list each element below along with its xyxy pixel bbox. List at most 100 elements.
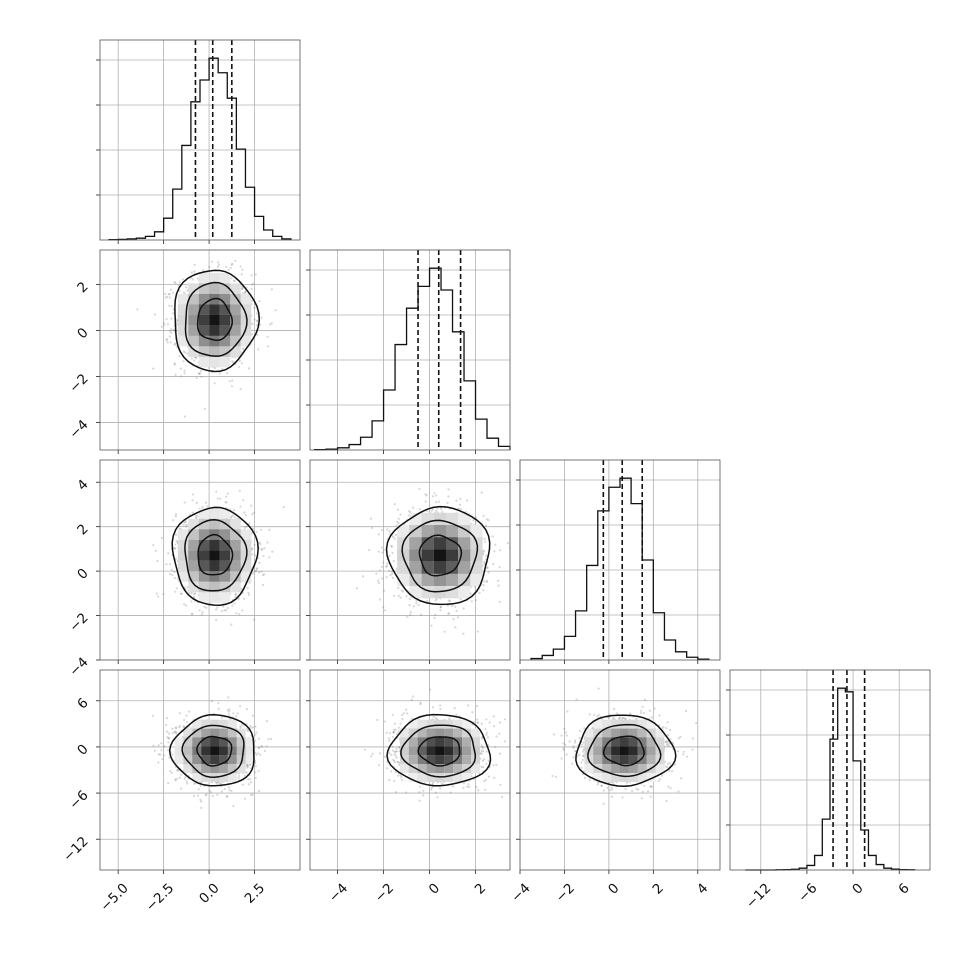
density-cell — [198, 325, 210, 336]
scatter-point — [384, 609, 387, 612]
scatter-panel-1-2: −4−202 — [66, 249, 301, 454]
scatter-point — [174, 513, 178, 516]
panel-frame — [309, 459, 511, 661]
scatter-point — [205, 606, 208, 609]
scatter-point — [397, 522, 400, 525]
scatter-point — [230, 623, 233, 626]
density-cell — [209, 346, 220, 357]
scatter-point — [215, 618, 218, 622]
scatter-point — [185, 604, 188, 607]
scatter-point — [448, 599, 452, 603]
scatter-point — [221, 367, 224, 371]
density-cell — [240, 335, 252, 347]
density-cell — [219, 304, 231, 315]
scatter-point — [430, 624, 433, 627]
density-cell — [219, 325, 231, 336]
scatter-point — [446, 501, 449, 504]
scatter-point — [219, 497, 222, 500]
density-cell — [188, 335, 199, 347]
scatter-point — [185, 286, 188, 289]
scatter-point — [240, 362, 244, 365]
scatter-point — [171, 291, 175, 294]
scatter-point — [232, 361, 235, 364]
scatter-point — [194, 592, 197, 595]
scatter-point — [174, 590, 177, 593]
density-cell — [188, 304, 199, 315]
scatter-point — [377, 579, 380, 582]
scatter-point — [228, 380, 231, 383]
density-cell — [446, 561, 459, 574]
scatter-point — [156, 559, 159, 563]
density-cell — [188, 314, 199, 326]
density-cell — [446, 573, 459, 587]
scatter-point — [237, 365, 241, 368]
scatter-point — [375, 572, 378, 575]
scatter-point — [408, 510, 411, 513]
density-cell — [240, 304, 252, 315]
scatter-point — [228, 717, 231, 721]
scatter-point — [269, 323, 272, 326]
scatter-point — [175, 540, 178, 543]
scatter-point — [439, 609, 442, 612]
scatter-point — [263, 573, 266, 576]
density-cell — [433, 525, 446, 538]
scatter-point — [238, 359, 241, 362]
scatter-point — [178, 355, 181, 358]
scatter-point — [409, 613, 412, 616]
density-cell — [458, 512, 471, 525]
scatter-point — [242, 348, 245, 351]
scatter-point — [196, 277, 199, 280]
scatter-point — [174, 547, 177, 550]
scatter-point — [391, 551, 394, 555]
scatter-point — [184, 520, 187, 523]
scatter-point — [180, 592, 183, 595]
scatter-point — [173, 329, 176, 332]
scatter-point — [228, 708, 231, 711]
scatter-point — [173, 343, 176, 346]
scatter-point — [152, 367, 155, 370]
scatter-point — [247, 591, 250, 594]
scatter-point — [485, 566, 488, 570]
scatter-point — [483, 580, 486, 583]
scatter-point — [193, 593, 196, 596]
scatter-point — [198, 609, 201, 612]
scatter-point — [435, 494, 438, 497]
scatter-point — [258, 300, 261, 303]
scatter-point — [193, 270, 196, 273]
scatter-point — [440, 508, 443, 511]
density-cell — [421, 549, 434, 562]
scatter-point — [470, 600, 473, 603]
density-cell — [397, 525, 410, 538]
scatter-point — [181, 278, 185, 281]
density-cell — [198, 539, 210, 551]
scatter-point — [203, 605, 206, 608]
scatter-point — [235, 715, 238, 718]
scatter-point — [396, 520, 399, 523]
scatter-point — [451, 604, 454, 608]
density-cell — [219, 356, 231, 368]
scatter-point — [385, 565, 388, 568]
scatter-point — [253, 618, 256, 621]
scatter-point — [191, 613, 194, 616]
scatter-point — [241, 609, 244, 612]
y-tick-label: −4 — [66, 417, 91, 442]
scatter-point — [420, 613, 423, 616]
scatter-point — [254, 725, 257, 728]
scatter-point — [231, 379, 234, 382]
panel-frame — [519, 459, 721, 661]
scatter-point — [238, 489, 241, 492]
density-cell — [230, 283, 241, 294]
scatter-point — [415, 602, 418, 605]
scatter-point — [425, 494, 428, 497]
scatter-point — [165, 723, 168, 727]
histogram-step-4 — [745, 687, 916, 871]
contour-level-3 — [171, 506, 259, 606]
scatter-point — [435, 501, 438, 504]
scatter-point — [370, 526, 373, 530]
scatter-point — [183, 521, 186, 524]
scatter-point — [186, 782, 189, 785]
scatter-point — [170, 328, 173, 331]
density-cell — [219, 293, 231, 305]
scatter-point — [408, 604, 411, 607]
scatter-point — [382, 561, 385, 564]
